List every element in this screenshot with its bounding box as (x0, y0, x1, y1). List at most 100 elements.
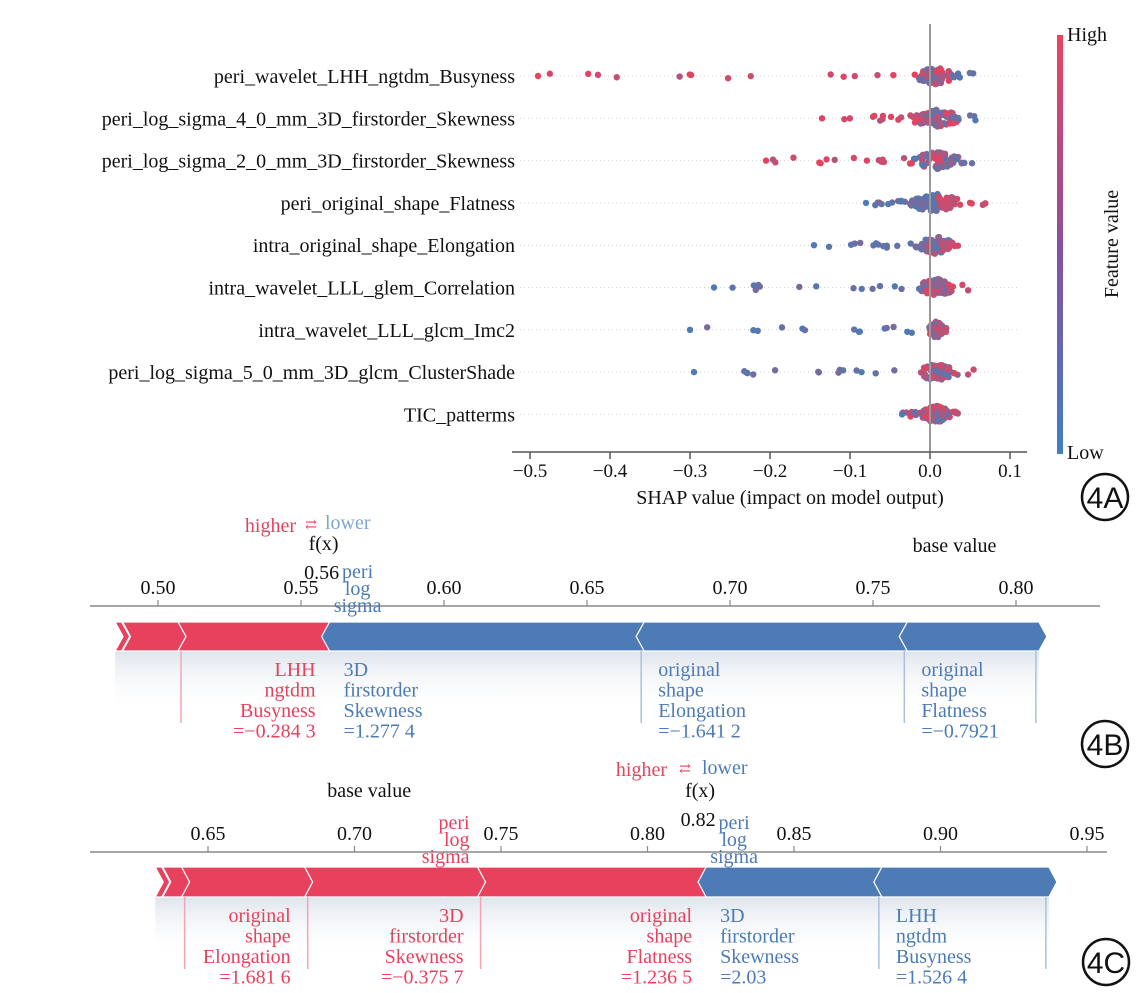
shap-dot (909, 197, 916, 204)
shap-dot (851, 72, 858, 80)
panel-label-circle (1081, 937, 1131, 987)
shap-dot (796, 283, 803, 291)
shap-dot (964, 287, 972, 294)
force-feature-label: Busyness (240, 700, 316, 722)
colorbar-gradient (1057, 35, 1063, 454)
force-feature-label: ngtdm (896, 926, 948, 948)
shap-dot (613, 74, 620, 81)
force-tick-label: 0.50 (141, 577, 176, 599)
shap-dot (932, 68, 940, 75)
feature-label: intra_wavelet_LLL_glem_Correlation (208, 278, 515, 300)
shap-dot (945, 244, 953, 252)
shap-dot (874, 71, 881, 79)
shap-dot (947, 239, 955, 246)
force-feature-label: LHH (274, 659, 315, 681)
shap-dot (950, 114, 957, 122)
force-feature-label: original (921, 659, 984, 681)
shap-dot (898, 285, 905, 293)
shap-dot (818, 115, 826, 122)
panel-label-circle (1080, 719, 1130, 769)
shap-dot (872, 370, 879, 377)
shap-dot (918, 246, 925, 253)
shap-dot (918, 240, 926, 248)
shap-dot (778, 324, 786, 331)
shap-dot (966, 112, 974, 119)
shap-dot (951, 200, 959, 208)
shap-dot (923, 248, 930, 255)
shap-dot (931, 250, 939, 257)
panel-label-text: 4C (1087, 947, 1125, 980)
feature-label: intra_original_shape_Elongation (253, 235, 515, 257)
panel-label-4c: 4C (1081, 937, 1131, 987)
shap-dot (954, 70, 962, 77)
force-tick-label: 0.85 (777, 823, 812, 845)
force-feature-label: LHH (896, 905, 937, 927)
x-axis-ticks: −0.5 −0.4 −0.3 −0.2 −0.1 0.0 0.1 (513, 452, 1022, 482)
base-value-label: base value (327, 780, 411, 802)
shap-dot (724, 74, 732, 82)
shap-dot (968, 160, 976, 167)
shap-dot (935, 236, 942, 243)
x-tick-label: 0.0 (918, 461, 942, 482)
force-chevron (112, 621, 123, 652)
force-segment-lower (635, 621, 909, 652)
force-tick-label: 0.75 (856, 577, 891, 599)
force-segment-lower (898, 621, 1048, 652)
shap-dot (871, 112, 878, 120)
shap-dot (894, 242, 901, 250)
force-chevron (121, 621, 132, 652)
force-feature-label: peri (342, 561, 374, 583)
shap-dot (885, 200, 892, 208)
shap-dot (915, 285, 923, 292)
shap-dot (858, 368, 865, 376)
force-feature-label: Elongation (658, 700, 746, 722)
shap-dot (949, 408, 957, 415)
shap-dot (941, 371, 948, 378)
shap-dot (953, 155, 960, 163)
shap-dot (954, 242, 962, 249)
x-tick-label: −0.3 (673, 461, 707, 482)
force-segment-higher (114, 621, 187, 652)
force-feature-label: =−1.641 2 (658, 721, 741, 743)
shap-dot (869, 285, 876, 293)
shap-dot (890, 323, 897, 331)
force-feature-label: log (444, 829, 470, 851)
shap-dot (857, 239, 864, 247)
shap-dot (919, 206, 926, 213)
shap-dot (907, 240, 914, 247)
force-feature-label: sigma (710, 846, 758, 868)
force-feature-label: peri (719, 812, 751, 834)
shap-dot (939, 362, 946, 369)
fx-label: f(x) (685, 780, 715, 802)
legend-lower: lower (702, 757, 748, 779)
force-chevron (152, 866, 163, 898)
shap-dot (942, 324, 950, 332)
shap-dot (944, 201, 951, 209)
shap-dot (741, 368, 748, 375)
shap-dot (937, 66, 945, 73)
force-feature-label: Flatness (627, 946, 693, 968)
force-feature-label: original (630, 905, 693, 927)
force-feature-label: Flatness (921, 700, 987, 722)
shap-dot (935, 276, 943, 283)
shap-dot (936, 324, 943, 332)
shap-dot (876, 282, 884, 290)
shap-dot (946, 194, 953, 202)
shap-dot (959, 281, 966, 289)
force-feature-label: =−0.284 3 (233, 721, 316, 743)
fx-value: 0.56 (304, 562, 339, 584)
shap-dot (823, 156, 830, 163)
x-tick-label: 0.1 (998, 461, 1022, 482)
shap-dot (921, 371, 928, 379)
force-feature-label: Skewness (385, 946, 464, 968)
shap-dot (710, 284, 718, 291)
legend-higher: higher (616, 759, 667, 781)
shap-dot (919, 161, 926, 169)
legend-arrows: ⇄ (679, 762, 691, 777)
feature-label: peri_original_shape_Flatness (281, 193, 516, 215)
force-feature-label: Skewness (344, 700, 423, 722)
force-segment-lower (873, 866, 1058, 898)
shap-dot (585, 70, 592, 78)
shap-dots (534, 65, 989, 425)
